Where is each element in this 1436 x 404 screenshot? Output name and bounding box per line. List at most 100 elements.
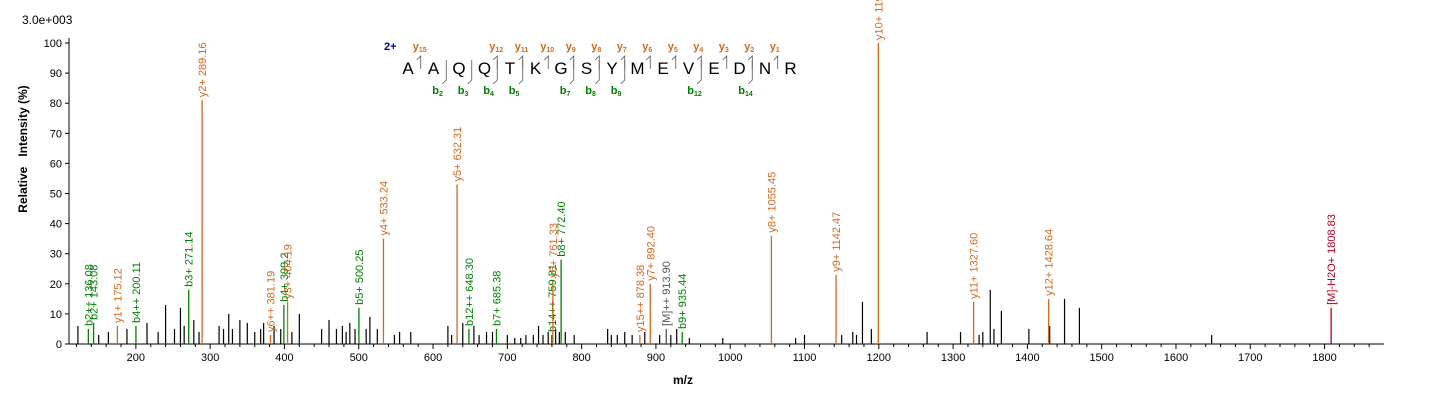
y-cleavage-mark xyxy=(518,55,524,69)
x-tick-label: 200 xyxy=(127,352,145,364)
y-ion-mark: y10 xyxy=(540,41,554,54)
y-ion-mark: y3 xyxy=(719,41,729,54)
y-cleavage-mark xyxy=(696,55,702,69)
b-cleavage-mark xyxy=(492,60,498,85)
y-ion-mark: y6 xyxy=(642,41,652,54)
peak-label: y6+ 761.33 xyxy=(548,223,560,278)
residue: V xyxy=(683,59,695,78)
y-ion-mark: y2 xyxy=(744,41,754,54)
b-cleavage-mark xyxy=(594,60,600,85)
peak-label: b5+ 500.25 xyxy=(354,250,366,305)
x-tick-label: 300 xyxy=(201,352,219,364)
b-cleavage-mark xyxy=(569,60,575,85)
peak-label: y8+ 1055.45 xyxy=(766,172,778,233)
x-tick-label: 1200 xyxy=(867,352,891,364)
y-cleavage-mark xyxy=(492,55,498,69)
y-cleavage-mark xyxy=(671,55,677,69)
peak-label: y11+ 1327.60 xyxy=(969,233,981,299)
peak-label: b4+ 399.2 xyxy=(279,253,291,302)
residue: G xyxy=(554,59,567,78)
peak-label: y2+ 289.16 xyxy=(197,42,209,97)
peak-label: [M]-H2O+ 1808.83 xyxy=(1326,214,1338,305)
x-tick-label: 1300 xyxy=(941,352,965,364)
peak-label: b9+ 935.44 xyxy=(677,274,689,329)
peak-label: y15++ 878.38 xyxy=(635,265,647,332)
residue: Q xyxy=(478,59,491,78)
residue: A xyxy=(428,59,440,78)
y-cleavage-mark xyxy=(569,55,575,69)
x-tick-label: 1500 xyxy=(1089,352,1113,364)
x-tick-label: 400 xyxy=(275,352,293,364)
residue: A xyxy=(402,59,414,78)
b-cleavage-mark xyxy=(518,60,524,85)
y-ion-mark: y12 xyxy=(489,41,503,54)
peak-label: b12++ 648.30 xyxy=(464,258,476,326)
y-tick-label: 90 xyxy=(50,68,62,80)
peak-label: b2++ 136.08 xyxy=(83,264,95,326)
peak-label: b4++ 200.11 xyxy=(131,262,143,323)
peak-label: y10+ 1199.4 xyxy=(873,0,885,40)
x-tick-label: 800 xyxy=(572,352,590,364)
x-tick-label: 700 xyxy=(498,352,516,364)
y-tick-label: 60 xyxy=(50,158,62,170)
y-tick-label: 10 xyxy=(50,309,62,321)
y-ion-mark: y11 xyxy=(515,41,529,54)
y-tick-label: 40 xyxy=(50,219,62,231)
peak-label: b7+ 685.38 xyxy=(491,271,503,326)
x-tick-label: 500 xyxy=(350,352,368,364)
x-tick-label: 600 xyxy=(424,352,442,364)
b-ion-mark: b7 xyxy=(560,85,571,98)
y-tick-label: 30 xyxy=(50,249,62,261)
peak-label: b2+ 143.08 xyxy=(89,265,101,320)
peak-label: y9+ 1142.47 xyxy=(831,212,843,272)
peak-label: y5+ 632.31 xyxy=(452,127,464,182)
peak-label: y4+ 533.24 xyxy=(378,181,390,236)
y-tick-label: 0 xyxy=(56,339,62,351)
y-ion-mark: y7 xyxy=(617,41,627,54)
peak-label: b3+ 271.14 xyxy=(184,231,196,286)
y-tick-label: 80 xyxy=(50,98,62,110)
b-ion-mark: b14 xyxy=(738,85,753,98)
b-ion-mark: b2 xyxy=(432,85,443,98)
y-ion-mark: y9 xyxy=(566,41,576,54)
peak-label: b8+ 772.40 xyxy=(556,201,568,256)
peak-label: [M]++ 913.90 xyxy=(661,261,673,326)
peak-label: y1+ 175.12 xyxy=(112,268,124,323)
peak-label: y3+ 404.19 xyxy=(283,244,295,299)
y-tick-label: 100 xyxy=(44,38,62,50)
b-cleavage-mark xyxy=(747,60,753,85)
b-cleavage-mark xyxy=(620,60,626,85)
charge-state-label: 2+ xyxy=(384,41,397,53)
b-cleavage-mark xyxy=(696,60,702,85)
residue: R xyxy=(784,59,796,78)
intensity-scale-label: 3.0e+003 xyxy=(22,13,73,27)
x-tick-label: 1000 xyxy=(718,352,742,364)
b-ion-mark: b3 xyxy=(458,85,469,98)
b-ion-mark: b4 xyxy=(483,85,494,98)
y-cleavage-mark xyxy=(773,55,779,69)
residue: K xyxy=(530,59,542,78)
y-axis-label: Relative Intensity (%) xyxy=(16,85,30,212)
x-tick-label: 1100 xyxy=(793,352,817,364)
x-tick-label: 1600 xyxy=(1164,352,1188,364)
y-cleavage-mark xyxy=(722,55,728,69)
peak-label: y12+ 1428.64 xyxy=(1044,229,1056,296)
y-ion-mark: y15 xyxy=(413,41,427,54)
y-cleavage-mark xyxy=(594,55,600,69)
unannotated-peaks xyxy=(77,289,1213,344)
b-ion-mark: b8 xyxy=(585,85,596,98)
b-cleavage-mark xyxy=(467,60,473,85)
y-tick-label: 20 xyxy=(50,279,62,291)
residue: E xyxy=(708,59,719,78)
b-ion-mark: b12 xyxy=(687,85,702,98)
residue: M xyxy=(630,59,644,78)
b-cleavage-mark xyxy=(441,60,447,85)
y-tick-label: 70 xyxy=(50,128,62,140)
x-axis-label: m/z xyxy=(673,373,693,387)
x-tick-label: 1800 xyxy=(1312,352,1336,364)
axes: 0 10 20 30 40 50 60 70 80 90 100 200 300 400 500 600 700… xyxy=(44,38,1384,364)
y-cleavage-mark xyxy=(543,55,549,69)
y-ion-mark: y4 xyxy=(693,41,703,54)
